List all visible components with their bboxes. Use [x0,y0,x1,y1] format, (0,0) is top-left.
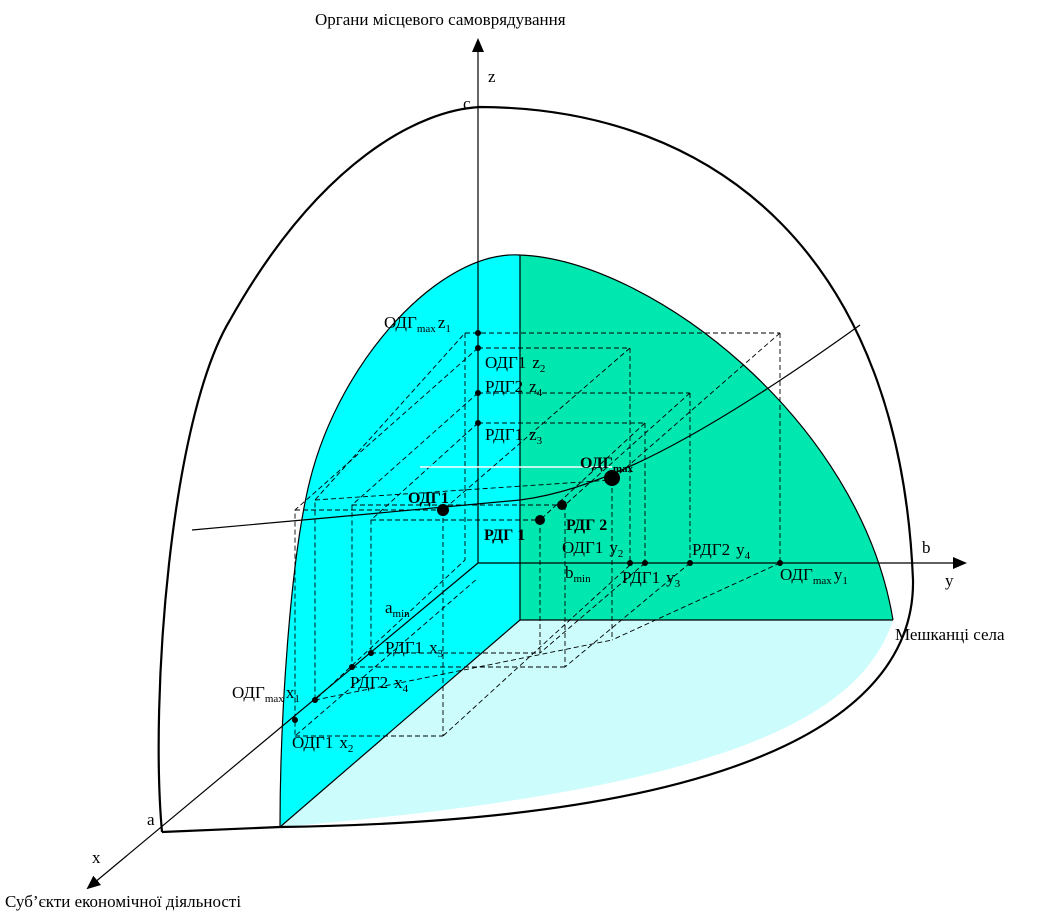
y-tick-label-3: РДГ1 y3 [622,568,681,590]
y-tick-label-4: РДГ2 y4 [692,540,751,562]
projection-box-odg1 [294,347,631,737]
inner-surface-boundary [279,254,894,828]
point-odg-max [604,470,620,486]
odg1-label: ОДГ1 [408,490,449,507]
x-tick-label-1: ОДГmax x1 [232,683,300,705]
b-min-label: bmin [565,563,591,585]
z-axis-title: Органи місцевого самоврядування [315,10,566,29]
x-tick-label-4: РДГ2 x4 [350,673,409,695]
rdg1-label: РДГ 1 [484,527,525,544]
xz-surface [280,254,520,827]
y-tick-label-1: ОДГmax y1 [780,565,848,587]
rdg2-label: РДГ 2 [566,517,607,534]
x-tick-label-3: РДГ1 x3 [385,638,444,660]
y-axis-letter: y [945,571,954,590]
z-tick-label-4: РДГ2 z4 [485,377,543,399]
a-intercept-label: a [147,810,155,829]
x-axis [86,562,479,890]
x-axis-letter: x [92,848,101,867]
odg-max-label: ОДГmax [580,455,634,475]
a-min-label: amin [385,598,410,620]
inner-edge-floor-x [279,619,521,828]
x-tick-label-2: ОДГ1 x2 [292,733,353,755]
point-rdg1 [535,515,545,525]
projection-box-rdg1 [370,422,646,654]
outer-shell [157,105,915,834]
point-rdg2 [557,500,567,510]
z-axis-letter: z [488,67,496,86]
yz-surface [520,255,893,620]
x-axis-title: Суб’єкти економічної діяльності [5,892,241,911]
projection-box-odg-max [314,332,781,702]
y-axis-title: Мешканці села [895,625,1005,644]
y-tick-label-2: ОДГ1 y2 [562,538,623,560]
z-tick-label-2: ОДГ1 z2 [485,353,545,375]
z-tick-label-3: РДГ1 z3 [485,425,543,447]
z-tick-label-1: ОДГmax z1 [384,313,451,335]
contract-curve [191,324,861,531]
b-intercept-label: b [922,538,931,557]
axis-tick-dots [292,330,783,723]
floor-surface [280,620,893,827]
c-intercept-label: c [463,94,471,113]
point-odg1 [437,504,449,516]
